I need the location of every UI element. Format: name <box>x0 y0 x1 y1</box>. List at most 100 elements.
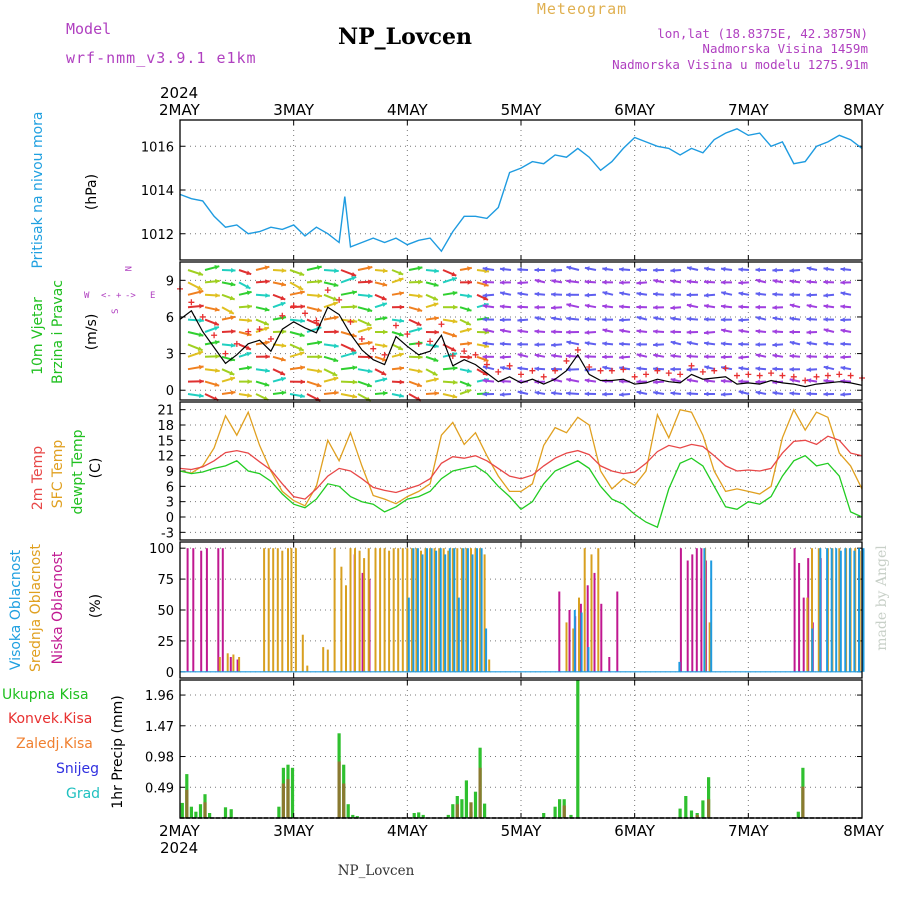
high-cloud-bar <box>862 548 865 672</box>
wind-arrow-head <box>281 268 287 273</box>
wind-arrow-head <box>670 353 676 359</box>
wind-arrow-head <box>317 340 322 346</box>
wind-arrow-head <box>619 392 624 397</box>
mid-cloud-bar <box>456 548 459 672</box>
wind-arrow-head <box>451 271 457 277</box>
convective-precip-bar <box>203 802 207 818</box>
low-cloud-bar <box>186 548 189 672</box>
high-cloud-bar <box>844 548 847 672</box>
wind-arrow-head <box>351 272 357 277</box>
low-cloud-bar <box>695 548 698 672</box>
wind-arrow-head <box>334 329 339 335</box>
wind-arrow-head <box>686 329 692 335</box>
wind-arrow-head <box>840 354 845 360</box>
wind-arrow-head <box>317 293 322 299</box>
wind-arrow-head <box>281 390 287 396</box>
wind-arrow-head <box>823 341 829 346</box>
mid-cloud-bar <box>401 548 404 672</box>
high-cloud-bar <box>826 548 829 672</box>
total-precip-bar <box>223 807 228 818</box>
wind-arrow-head <box>398 352 404 358</box>
gust-marker <box>836 371 843 378</box>
gust-marker <box>415 340 422 347</box>
high-cloud-bar <box>678 661 681 672</box>
footer-station-label: NP_Lovcen <box>338 863 415 879</box>
wind-arrow-head <box>499 317 505 323</box>
wind-arrow-head <box>551 305 556 310</box>
mid-cloud-bar <box>597 548 600 672</box>
wind-arrow-head <box>670 316 676 322</box>
wind-arrow-head <box>332 371 338 376</box>
total-precip-bar <box>483 803 487 818</box>
total-precip-bar <box>451 804 455 818</box>
wind-arrow-head <box>636 390 642 396</box>
wind-arrow-head <box>686 303 692 309</box>
wind-arrow-head <box>534 379 539 385</box>
wind-arrow-head <box>670 329 675 335</box>
page-title: NP_Lovcen <box>338 24 472 50</box>
wind-arrow-head <box>352 290 357 295</box>
gust-marker <box>245 328 252 335</box>
wind-arrow-head <box>434 391 439 396</box>
wind-arrow-head <box>840 267 846 272</box>
top-date-label: 8MAY <box>843 101 885 119</box>
high-cloud-bar <box>480 548 483 672</box>
gust-marker <box>233 340 240 347</box>
wind-arrow-head <box>566 340 572 345</box>
top-date-label: 2MAY <box>159 101 201 119</box>
high-cloud-bar <box>453 548 456 672</box>
wind-arrow-head <box>566 377 572 383</box>
wind-arrow-head <box>566 391 571 396</box>
wind-arrow-head <box>686 316 692 322</box>
bottom-date-axis: 2MAY 3MAY 4MAY 5MAY 6MAY 7MAY 8MAY <box>159 822 885 840</box>
wind-arrow-head <box>806 279 812 285</box>
wind-arrow-head <box>566 329 571 335</box>
wind-arrow-head <box>670 279 676 284</box>
wind-arrow-head <box>452 393 458 399</box>
wind-arrow-head <box>551 342 556 348</box>
gust-marker <box>586 364 593 371</box>
high-cloud-bar <box>471 554 474 672</box>
total-precip-bar <box>194 811 198 818</box>
mid-cloud-bar <box>379 548 382 672</box>
wind-arrow-head <box>482 303 488 309</box>
wind-arrow-head <box>636 379 641 385</box>
wind-arrow-head <box>636 267 641 273</box>
mid-cloud-bar <box>267 548 270 672</box>
mid-cloud-bar <box>406 548 409 672</box>
gust-marker <box>188 299 195 306</box>
wind-arrow-head <box>840 328 846 334</box>
mid-cloud-bar <box>345 585 347 672</box>
y-tick-label: 6 <box>166 480 174 495</box>
bottom-date-label: 7MAY <box>728 822 770 840</box>
wind-arrow-head <box>566 302 572 308</box>
wind-arrow-head <box>418 354 423 360</box>
wind-arrow-head <box>482 317 487 322</box>
wind-arrow-head <box>499 341 505 347</box>
compass-left-arrow: <- <box>101 291 112 301</box>
wind-arrow-head <box>534 366 540 372</box>
wind-arrow-head <box>619 267 624 272</box>
top-date-label: 4MAY <box>387 101 429 119</box>
total-precip-bar <box>473 791 478 818</box>
wind-arrow-head <box>247 379 252 384</box>
legend-snow: Snijeg <box>56 761 99 777</box>
wind-arrow-head <box>840 291 846 296</box>
gust-marker <box>404 331 411 338</box>
total-precip-bar <box>796 811 800 818</box>
wind-arrow-head <box>281 329 287 335</box>
high-cloud-bar <box>426 548 428 672</box>
wind-arrow-head <box>738 304 743 310</box>
wind-arrow-head <box>467 279 472 285</box>
wind-arrow-head <box>265 279 270 284</box>
wind-arrow-head <box>264 382 270 387</box>
wind-arrow-head <box>482 341 488 346</box>
wind-arrow-head <box>584 279 590 285</box>
wind-arrow-head <box>789 316 795 322</box>
wind-arrow-head <box>333 315 339 321</box>
total-precip-bar <box>553 806 557 818</box>
wind-arrow-head <box>299 271 305 276</box>
low-cloud-bar <box>361 572 364 672</box>
gust-marker <box>313 317 320 324</box>
gust-marker <box>711 367 718 374</box>
